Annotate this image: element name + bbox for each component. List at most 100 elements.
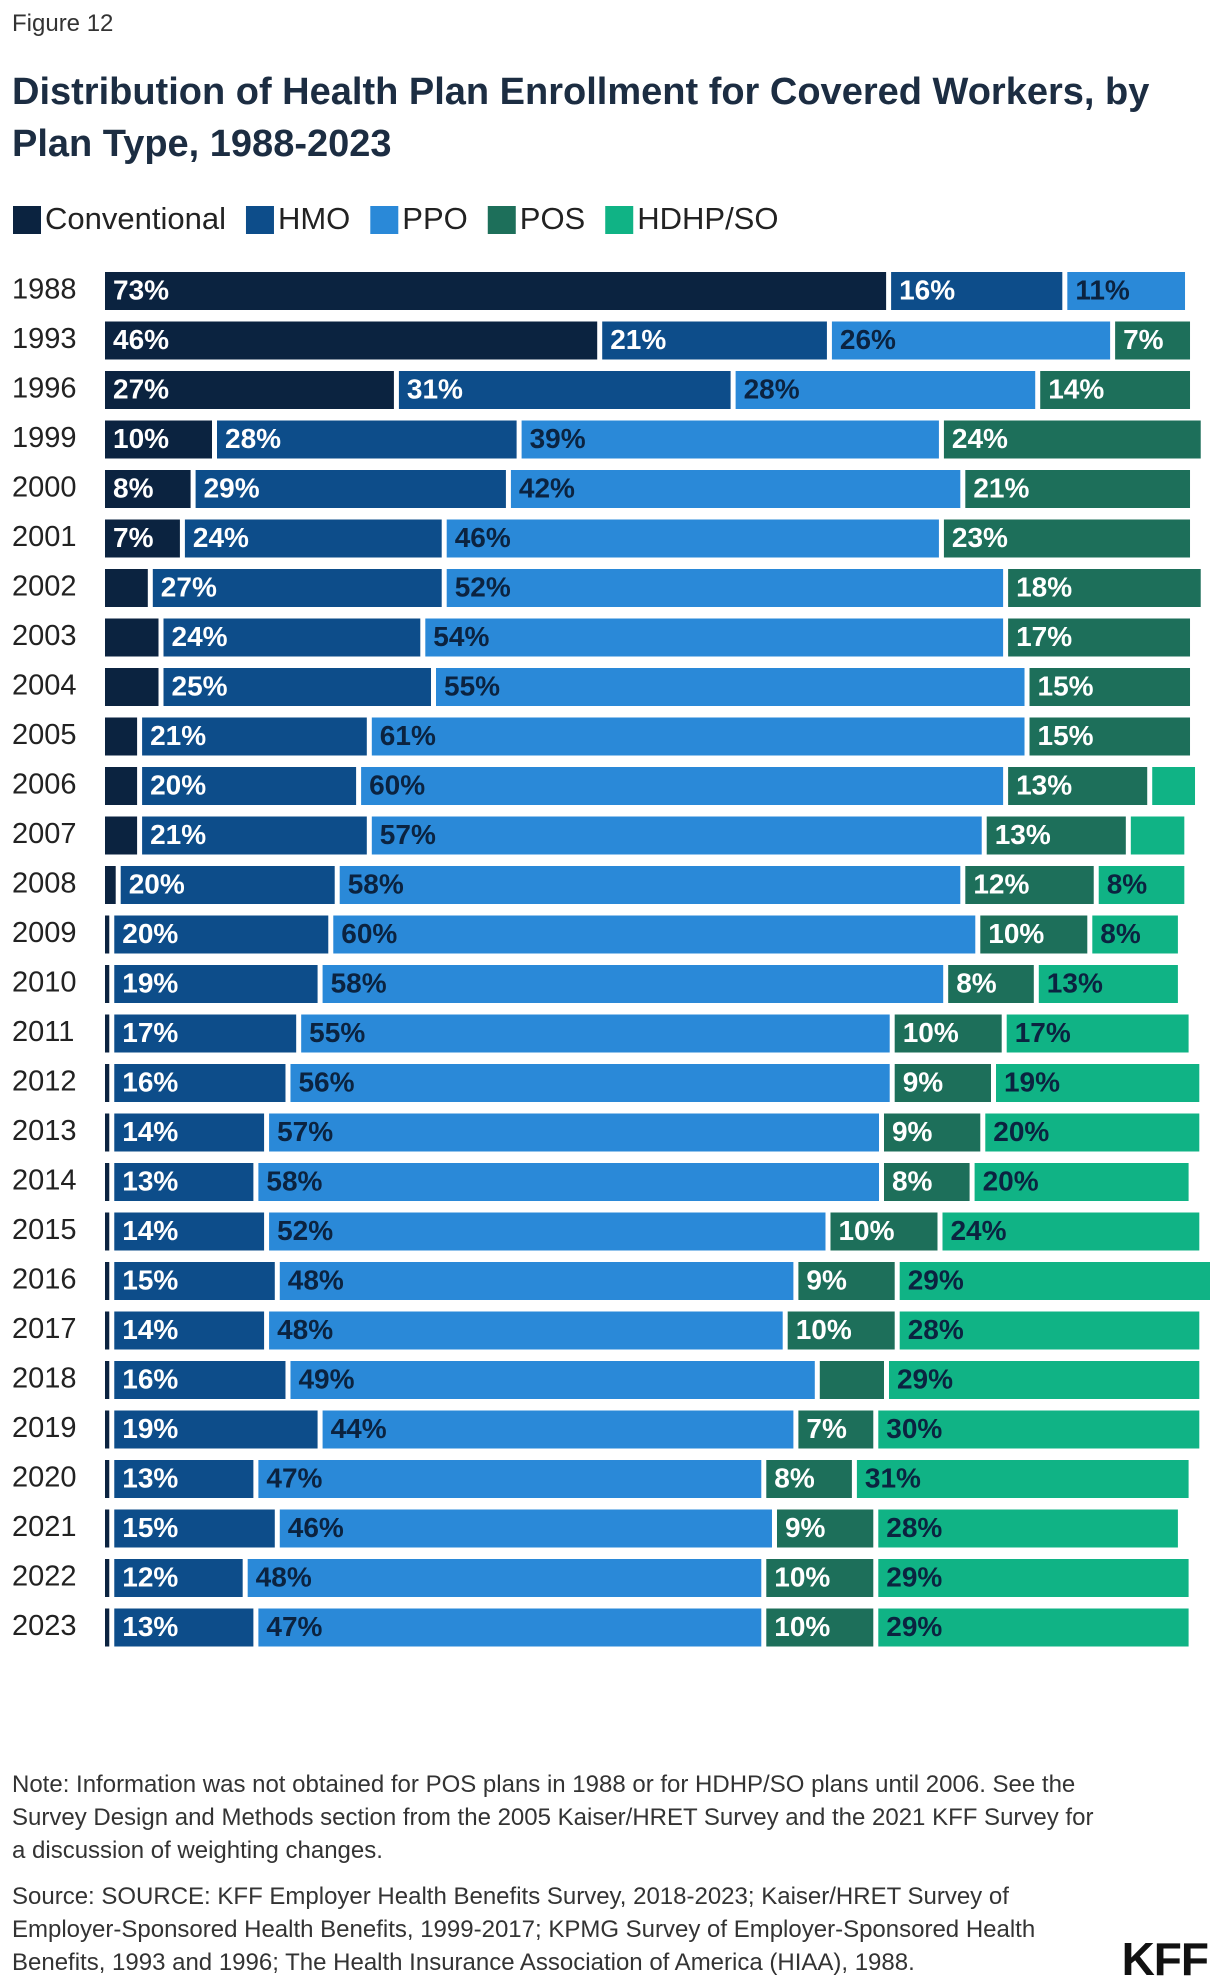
bar-segment [105, 272, 887, 310]
data-label: 52% [277, 1215, 333, 1246]
bar-segment [105, 1064, 110, 1102]
bar-segment [142, 717, 367, 756]
bar-segment [965, 470, 1191, 508]
bar-segment [894, 1014, 1002, 1053]
bar-segment [883, 1163, 970, 1201]
bar-segment [446, 519, 939, 558]
y-tick-label: 2012 [12, 1066, 77, 1098]
bar-segment [943, 519, 1191, 558]
legend-swatch [605, 206, 634, 234]
bar-segment [1067, 272, 1186, 310]
data-label: 28% [225, 423, 281, 454]
data-label: 17% [122, 1017, 178, 1048]
data-label: 48% [256, 1561, 312, 1592]
y-tick-label: 2013 [12, 1115, 77, 1147]
y-tick-label: 2002 [12, 571, 77, 603]
bar-segment [1040, 371, 1191, 409]
bar-segment [114, 1410, 318, 1449]
legend-label: PPO [402, 201, 467, 236]
data-label: 10% [988, 918, 1044, 949]
bar-segment [1152, 767, 1196, 805]
y-tick-label: 2010 [12, 967, 77, 999]
bar-segment [105, 717, 138, 756]
bar-segment [152, 569, 442, 607]
bar-segment [602, 321, 827, 360]
bar-segment [114, 1559, 243, 1597]
data-label: 52% [455, 571, 511, 602]
bar-segment [114, 1014, 297, 1053]
bar-segment [831, 321, 1111, 360]
bar-segment [878, 1608, 1189, 1647]
bar-segment [105, 1212, 110, 1251]
bar-segment [114, 1608, 254, 1647]
bar-segment [105, 1014, 110, 1053]
data-label: 15% [1038, 720, 1094, 751]
data-label: 9% [806, 1264, 847, 1295]
data-label: 8% [774, 1462, 815, 1493]
bar-segment [1029, 717, 1191, 756]
data-label: 55% [444, 670, 500, 701]
bar-segment [322, 1410, 794, 1449]
data-label: 20% [122, 918, 178, 949]
legend-swatch [487, 206, 516, 234]
bar-segment [279, 1262, 794, 1300]
bar-segment [521, 420, 939, 459]
data-label: 60% [369, 769, 425, 800]
bar-segment [105, 1262, 110, 1300]
bar-segment [105, 1460, 110, 1498]
bar-segment [436, 668, 1025, 706]
y-tick-label: 2019 [12, 1412, 77, 1444]
data-label: 16% [122, 1363, 178, 1394]
y-tick-label: 2001 [12, 521, 77, 553]
data-label: 26% [840, 324, 896, 355]
data-label: 48% [277, 1314, 333, 1345]
legend-swatch [245, 206, 274, 234]
bar-segment [878, 1509, 1178, 1548]
bar-segment [105, 668, 159, 706]
bar-segment [290, 1361, 815, 1399]
data-label: 15% [122, 1264, 178, 1295]
bar-segment [883, 1113, 981, 1152]
data-label: 31% [865, 1462, 921, 1493]
bar-segment [878, 1410, 1200, 1449]
bar-segment [398, 371, 731, 409]
data-label: 31% [407, 373, 463, 404]
data-label: 44% [331, 1413, 387, 1444]
bar-segment [105, 470, 191, 508]
data-label: 21% [150, 819, 206, 850]
data-label: 27% [161, 571, 217, 602]
data-label: 7% [1123, 324, 1164, 355]
figure-label: Figure 12 [12, 10, 114, 37]
bar-segment [856, 1460, 1189, 1498]
data-label: 13% [122, 1611, 178, 1642]
bar-segment [114, 1509, 275, 1548]
data-label: 54% [433, 621, 489, 652]
data-label: 7% [806, 1413, 847, 1444]
data-label: 23% [952, 522, 1008, 553]
data-label: 19% [122, 967, 178, 998]
bar-segment [258, 1608, 762, 1647]
y-tick-label: 2020 [12, 1462, 77, 1494]
data-label: 21% [610, 324, 666, 355]
bar-segment [105, 1163, 110, 1201]
bar-segment [980, 915, 1088, 954]
y-tick-label: 2015 [12, 1214, 77, 1246]
bar-segment [942, 1212, 1200, 1251]
data-label: 24% [952, 423, 1008, 454]
bar-segment [105, 965, 110, 1003]
bar-segment [425, 618, 1004, 657]
bar-segment [1098, 866, 1185, 904]
bar-segment [258, 1163, 879, 1201]
y-tick-label: 2008 [12, 868, 77, 900]
data-label: 24% [193, 522, 249, 553]
data-label: 10% [796, 1314, 852, 1345]
data-label: 20% [150, 769, 206, 800]
data-label: 47% [266, 1611, 322, 1642]
bar-segment [184, 519, 442, 558]
bar-segment [163, 618, 421, 657]
data-label: 42% [519, 472, 575, 503]
data-label: 12% [122, 1561, 178, 1592]
bar-segment [878, 1559, 1189, 1597]
data-label: 20% [983, 1165, 1039, 1196]
data-label: 9% [903, 1066, 944, 1097]
